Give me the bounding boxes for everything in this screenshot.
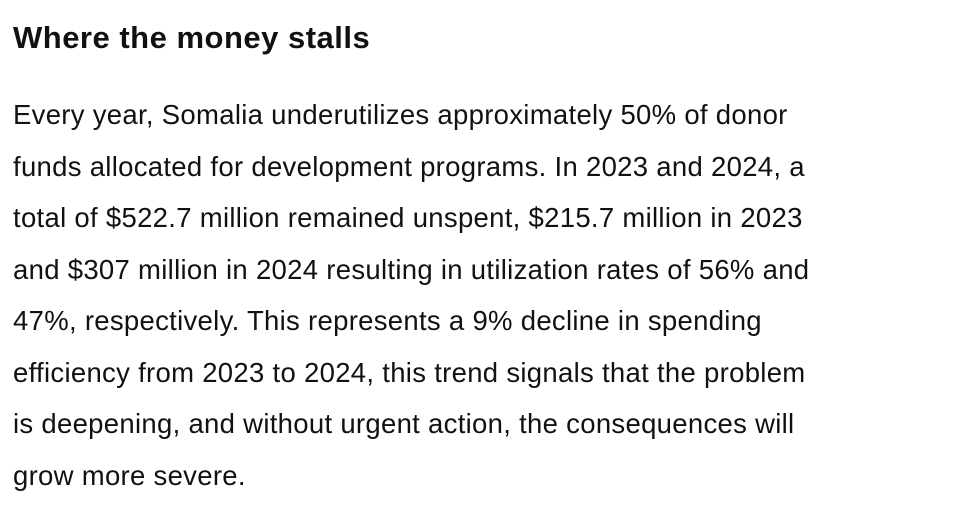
paragraph-line: is deepening, and without urgent action,… bbox=[13, 408, 795, 439]
body-paragraph: Every year, Somalia underutilizes approx… bbox=[13, 89, 963, 501]
paragraph-line: grow more severe. bbox=[13, 459, 246, 491]
article: Where the money stalls Every year, Somal… bbox=[13, 14, 963, 491]
paragraph-line: Every year, Somalia underutilizes approx… bbox=[13, 99, 788, 130]
paragraph-line: efficiency from 2023 to 2024, this trend… bbox=[13, 356, 806, 388]
paragraph-line: funds allocated for development programs… bbox=[13, 150, 805, 182]
section-heading: Where the money stalls bbox=[13, 20, 371, 55]
paragraph-line: and $307 million in 2024 resulting in ut… bbox=[13, 253, 810, 285]
paragraph-line: total of $522.7 million remained unspent… bbox=[13, 202, 803, 233]
paragraph-line: 47%, respectively. This represents a 9% … bbox=[13, 305, 762, 336]
